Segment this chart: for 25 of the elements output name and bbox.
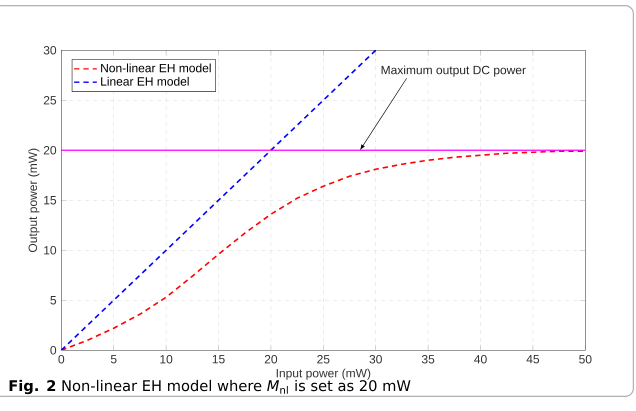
y-tick-label: 25 (44, 96, 56, 105)
x-tick-label: 45 (526, 354, 540, 364)
x-tick-label: 10 (160, 354, 172, 364)
legend-label: Linear EH model (101, 76, 189, 86)
line-series (61, 150, 586, 350)
x-axis-title: Input power (mW) (276, 368, 370, 380)
annotation: Maximum output DC power (382, 65, 526, 77)
legend-label: Non-linear EH model (101, 64, 211, 72)
x-tick-label: 20 (264, 354, 278, 364)
x-tick-label: 40 (474, 354, 487, 364)
y-tick-label: 20 (44, 146, 56, 155)
y-tick-label: 5 (50, 296, 56, 304)
x-tick-label: 0 (58, 354, 64, 364)
y-axis-title: Output power (mW) (28, 148, 40, 252)
y-tick-label: 15 (44, 196, 56, 204)
text: Fig. 2 Non-linear EH model where M$_{nl}$ is set as 20 mW (10, 380, 410, 394)
x-tick-label: 25 (317, 354, 330, 364)
y-tick-label: 30 (44, 46, 56, 55)
x-tick-label: 15 (212, 354, 225, 364)
x-tick-label: 5 (110, 354, 117, 364)
y-tick-label: 10 (44, 246, 56, 255)
x-tick-label: 50 (579, 354, 592, 364)
x-tick-label: 35 (422, 354, 434, 364)
x-tick-label: 30 (369, 354, 382, 364)
y-tick-label: 0 (50, 346, 56, 355)
